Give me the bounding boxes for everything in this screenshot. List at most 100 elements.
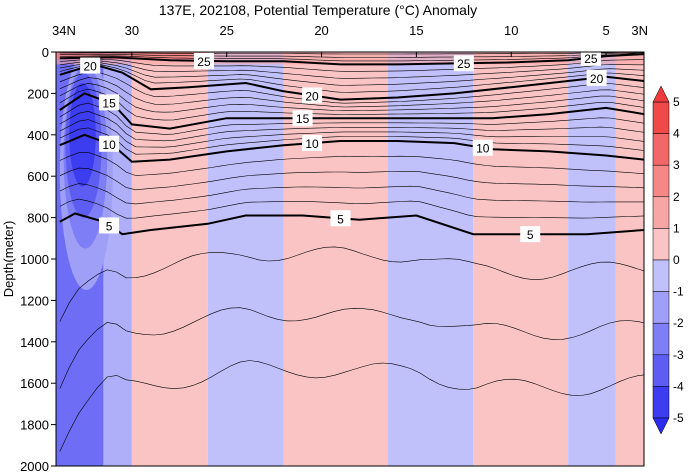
colorbar: -5 -4 -3 -2 -1 0 1 2 3 4 5 (652, 85, 684, 435)
isotherm-26 (59, 53, 644, 62)
colorbar-tick-label-6: 1 (673, 221, 680, 235)
y-axis: 0 200 400 600 800 1000 1200 1400 1600 1800 2000 (20, 45, 56, 472)
isotherm-18 (59, 77, 644, 108)
isotherm-8 (59, 167, 644, 191)
contour-label-bg-10-2 (472, 139, 493, 156)
anomaly-band-2 (131, 52, 208, 466)
isotherm-17 (59, 82, 644, 113)
contour-label-20-0: 20 (83, 60, 97, 74)
contour-label-5-0: 5 (106, 219, 113, 233)
contour-label-bg-20-0 (80, 57, 101, 74)
contour-label-20-1: 20 (305, 89, 319, 103)
isotherm-4 (59, 246, 644, 322)
anomaly-band-3 (207, 52, 284, 466)
y-tick-label-0: 0 (42, 45, 49, 60)
colorbar-segment-9 (652, 386, 670, 419)
y-tick-label-6: 1200 (20, 293, 49, 308)
y-tick-label-8: 1600 (20, 376, 49, 391)
anomaly-band-6 (473, 52, 569, 466)
colorbar-tick-label-5: 0 (673, 253, 680, 267)
colorbar-tick-label-3: -2 (673, 316, 684, 330)
colorbar-tick-label-1: -4 (673, 379, 684, 393)
contour-label-25-0: 25 (197, 55, 211, 69)
contour-label-bg-25-2 (580, 49, 601, 66)
contour-label-bg-20-1 (302, 87, 323, 104)
colorbar-min-arrow (652, 417, 670, 435)
colorbar-tick-label-8: 3 (673, 158, 680, 172)
contour-label-bg-5-2 (520, 226, 541, 243)
colorbar-segment-6 (652, 291, 670, 324)
contour-label-10-2: 10 (476, 142, 490, 156)
isotherm-12 (59, 119, 644, 148)
contour-label-bg-25-1 (453, 55, 474, 72)
contour-label-bg-10-1 (302, 135, 323, 152)
isotherm-3 (59, 307, 644, 389)
thin-isotherms (59, 52, 644, 452)
colorbar-tick-label-4: -1 (673, 285, 684, 299)
contour-label-bg-20-2 (586, 69, 607, 86)
colorbar-segment-8 (652, 354, 670, 387)
contour-label-10-0: 10 (102, 138, 116, 152)
y-tick-label-3: 600 (27, 169, 49, 184)
y-tick-label-10: 2000 (20, 459, 49, 472)
contour-label-5-1: 5 (337, 212, 344, 226)
colorbar-segment-4 (652, 228, 670, 261)
y-tick-label-9: 1800 (20, 418, 49, 433)
isotherm-19 (59, 71, 644, 104)
isotherm-24 (59, 58, 644, 72)
isotherm-6 (59, 198, 644, 219)
y-tick-label-5: 1000 (20, 252, 49, 267)
contour-label-bg-5-0 (99, 217, 120, 234)
colorbar-segment-2 (652, 164, 670, 198)
isotherm-13 (59, 110, 644, 142)
isotherm-25 (59, 53, 644, 66)
x-axis: 34N 30 25 20 15 10 5 3N (52, 23, 648, 57)
contour-label-5-2: 5 (527, 228, 534, 242)
isotherm-16 (59, 88, 644, 121)
colorbar-tick-label-10: 5 (673, 95, 680, 109)
y-tick-label-7: 1400 (20, 335, 49, 350)
x-tick-label-5: 10 (504, 23, 518, 38)
contour-label-15-1: 15 (296, 112, 310, 126)
isotherm-21 (59, 63, 644, 93)
isotherm-11 (59, 127, 644, 155)
contour-label-25-1: 25 (457, 57, 471, 71)
x-tick-label-4: 15 (409, 23, 423, 38)
anomaly-band-7 (568, 52, 616, 466)
y-tick-label-2: 400 (27, 128, 49, 143)
y-axis-label: Depth(meter) (1, 221, 16, 298)
isotherm-27 (59, 52, 644, 58)
colorbar-segment-0 (652, 101, 670, 134)
x-tick-label-1: 30 (125, 23, 139, 38)
chart-title: 137E, 202108, Potential Temperature (°C)… (159, 2, 477, 18)
x-tick-label-6: 5 (602, 23, 609, 38)
colorbar-max-arrow (652, 85, 670, 103)
contour-label-bg-10-0 (99, 135, 120, 152)
colorbar-tick-label-0: -5 (673, 411, 684, 425)
colorbar-tick-label-2: -3 (673, 348, 684, 362)
contour-label-bg-5-1 (330, 210, 351, 227)
contour-labels: 25 25 25 20 20 20 15 15 10 10 10 5 5 5 (80, 49, 607, 243)
contour-label-bg-15-0 (99, 94, 120, 111)
isotherm-14 (59, 102, 644, 135)
contour-label-bg-15-1 (292, 110, 313, 127)
colorbar-tick-label-7: 2 (673, 190, 680, 204)
colorbar-segment-5 (652, 259, 670, 292)
contour-label-10-1: 10 (305, 137, 319, 151)
contour-label-15-0: 15 (102, 96, 116, 110)
colorbar-tick-label-9: 4 (673, 127, 680, 141)
colorbar-segment-7 (652, 322, 670, 356)
colorbar-segment-1 (652, 133, 670, 166)
isotherm-23 (59, 60, 644, 79)
isotherm-22 (59, 61, 644, 86)
x-tick-label-2: 25 (219, 23, 233, 38)
contour-label-bg-25-0 (193, 52, 214, 69)
y-tick-label-1: 200 (27, 86, 49, 101)
x-tick-label-7: 3N (631, 23, 648, 38)
y-tick-label-4: 800 (27, 211, 49, 226)
contour-label-25-2: 25 (584, 52, 598, 66)
colorbar-segment-3 (652, 196, 670, 229)
contour-label-20-2: 20 (590, 72, 604, 86)
anomaly-band-5 (387, 52, 474, 466)
